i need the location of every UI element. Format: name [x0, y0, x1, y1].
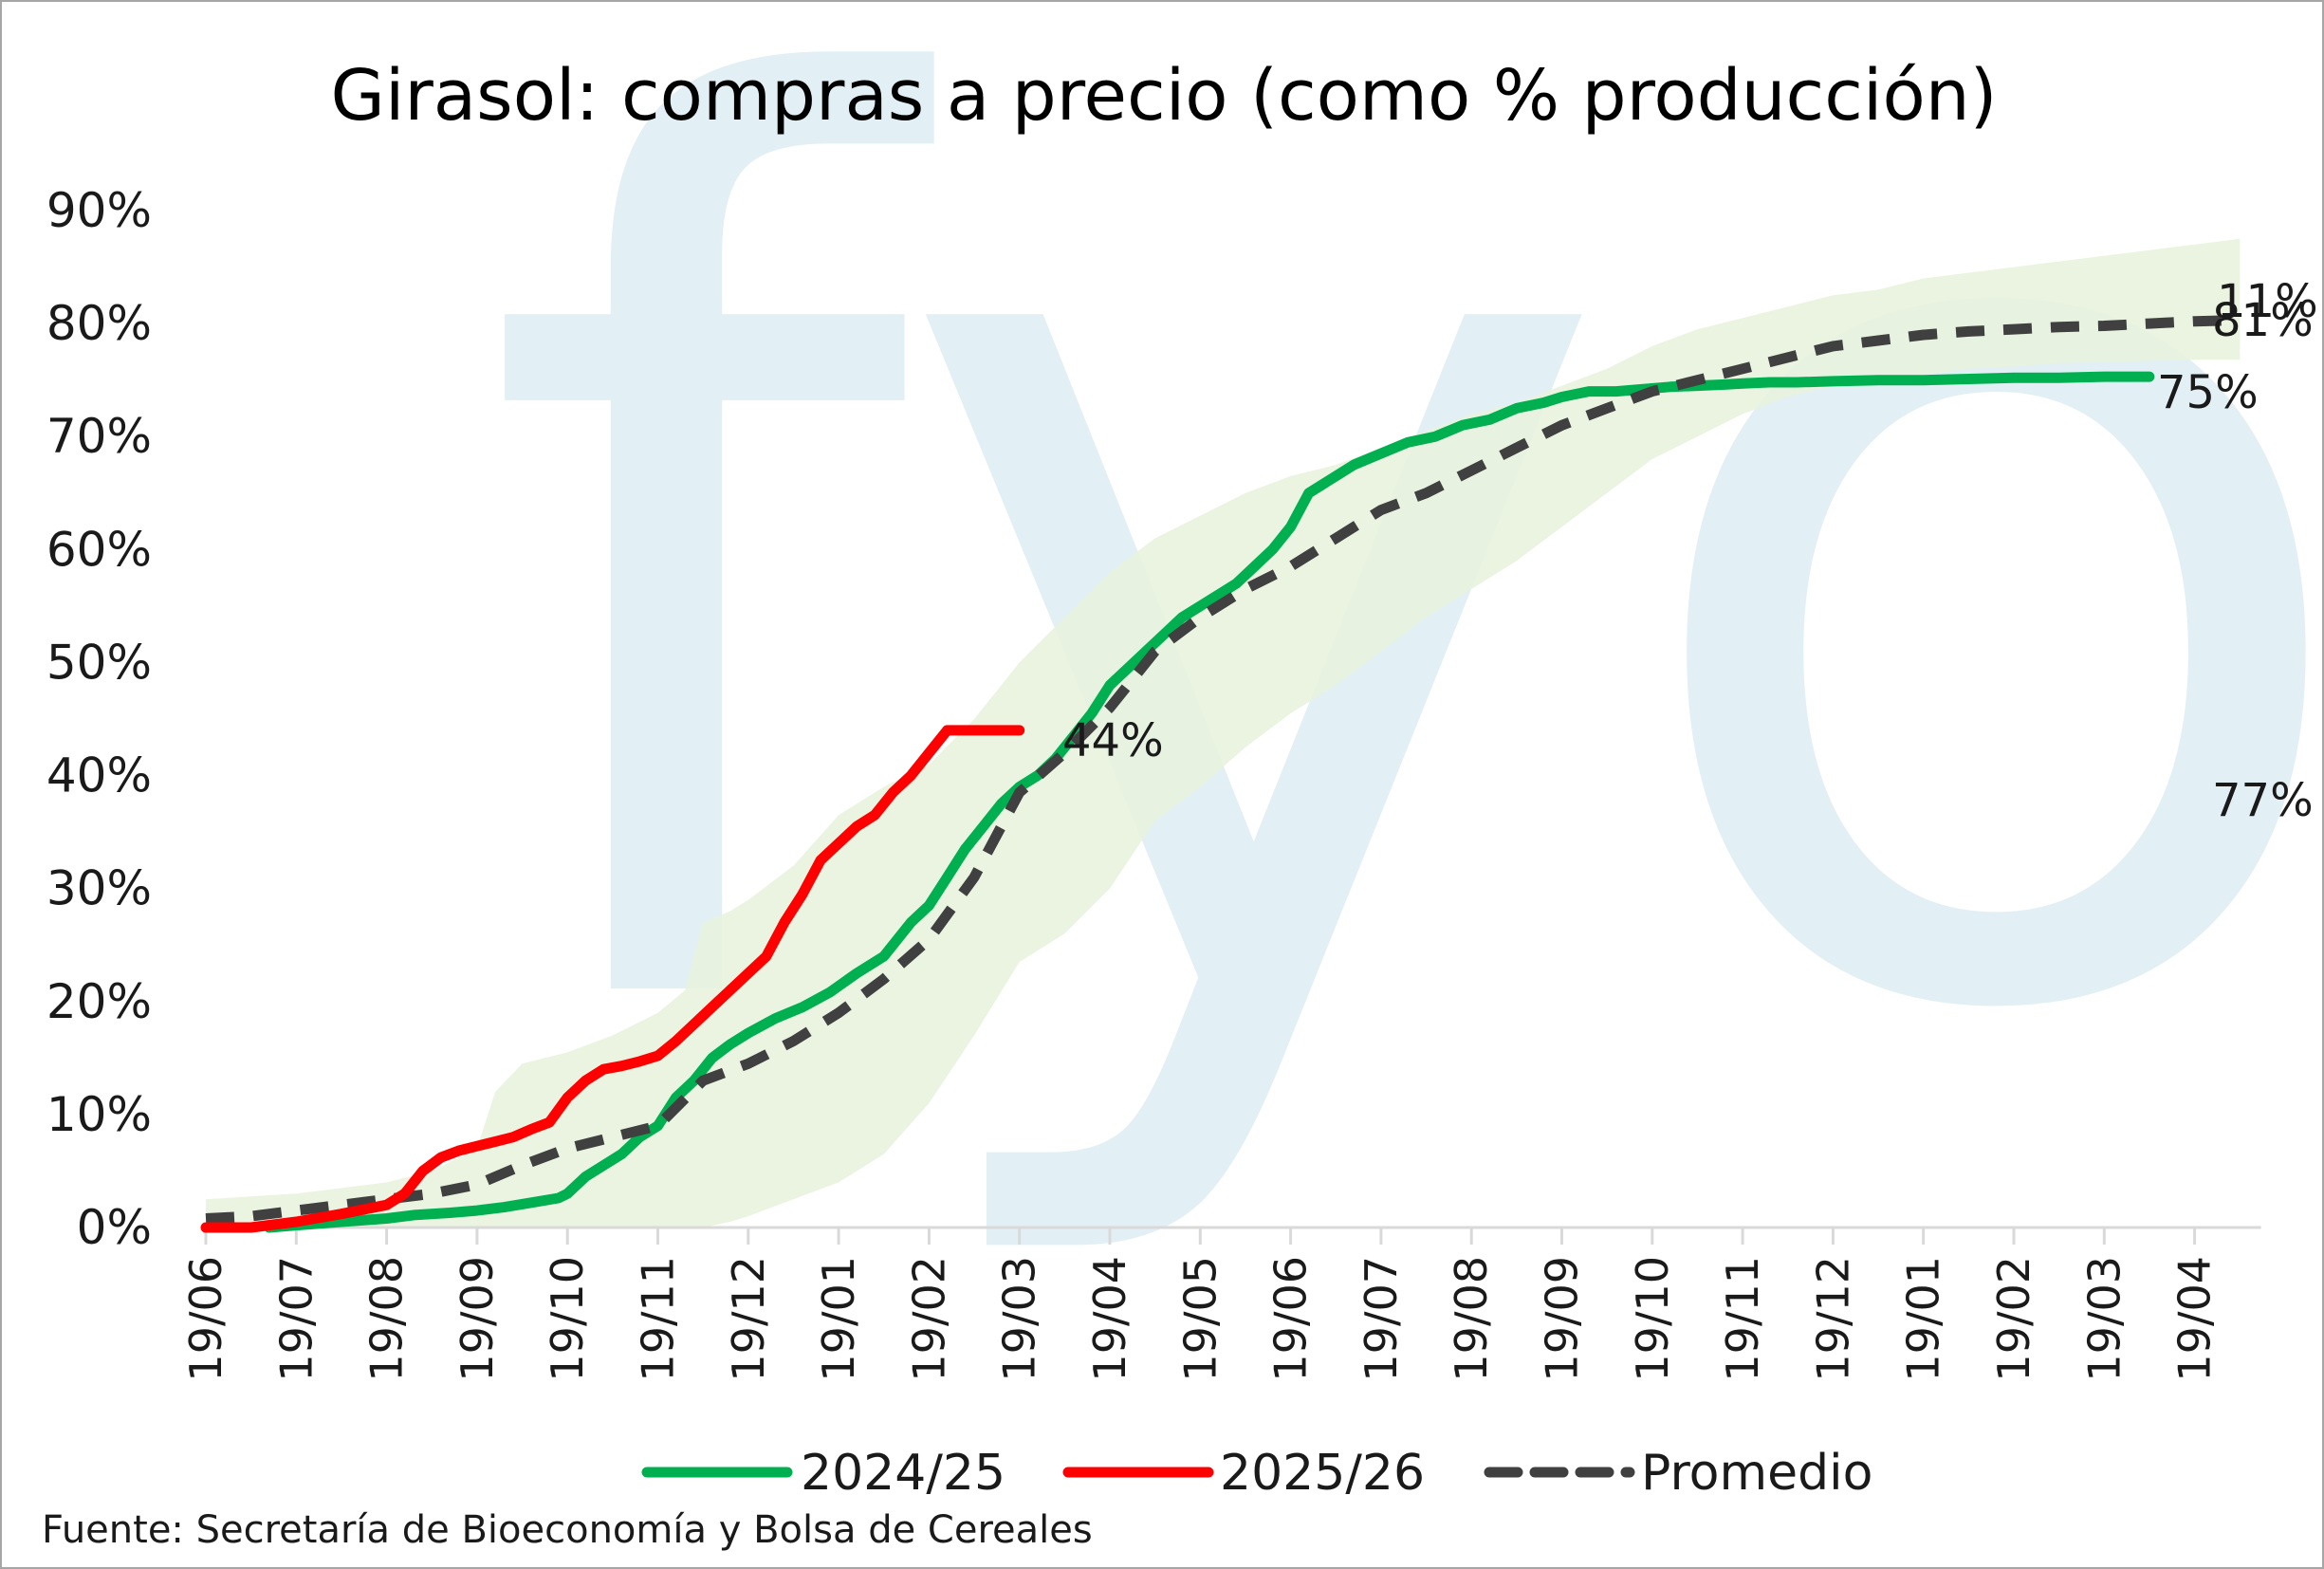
x-tick-label: 19/02 [1988, 1256, 2039, 1382]
x-tick-label: 19/04 [1084, 1256, 1135, 1382]
y-tick-label: 90% [46, 183, 152, 238]
data-label-band-top: 11% [2217, 275, 2318, 328]
x-tick-label: 19/12 [1807, 1256, 1858, 1382]
x-tick-label: 19/03 [2078, 1256, 2130, 1382]
x-tick-label: 19/09 [1537, 1256, 1588, 1382]
y-tick-label: 0% [77, 1200, 152, 1255]
legend-label-promedio: Promedio [1641, 1445, 1872, 1502]
x-tick-label: 19/08 [1446, 1256, 1497, 1382]
data-label-2025-26-end: 44% [1062, 714, 1164, 767]
data-label-2024-25-end: 75% [2157, 366, 2259, 419]
x-tick-label: 19/04 [2169, 1256, 2221, 1382]
x-tick-label: 19/10 [1627, 1256, 1678, 1382]
x-tick-label: 19/01 [1898, 1256, 1949, 1382]
x-tick-label: 19/05 [1174, 1256, 1226, 1382]
x-tick-label: 19/03 [994, 1256, 1045, 1382]
y-tick-label: 20% [46, 974, 152, 1029]
y-tick-label: 80% [46, 296, 152, 351]
range-band [206, 238, 2241, 1228]
x-tick-label: 19/06 [180, 1256, 231, 1382]
x-tick-label: 19/09 [452, 1256, 503, 1382]
x-tick-label: 19/02 [903, 1256, 954, 1382]
y-tick-label: 30% [46, 861, 152, 916]
y-tick-label: 60% [46, 522, 152, 577]
data-label-promedio-end: 81% [2212, 294, 2314, 347]
series-line-2025-26 [200, 725, 1025, 1233]
y-tick-label: 50% [46, 635, 152, 690]
x-tick-label: 19/01 [813, 1256, 864, 1382]
x-tick-label: 19/07 [270, 1256, 322, 1382]
x-tick-label: 19/12 [723, 1256, 774, 1382]
x-tick-label: 19/06 [1265, 1256, 1317, 1382]
legend-label-2024-25: 2024/25 [801, 1445, 1005, 1502]
data-label-band-lower: 77% [2212, 774, 2314, 827]
x-tick-label: 19/07 [1356, 1256, 1407, 1382]
y-tick-label: 70% [46, 409, 152, 464]
x-tick-label: 19/10 [542, 1256, 593, 1382]
y-tick-label: 40% [46, 748, 152, 803]
x-tick-label: 19/11 [1717, 1256, 1768, 1382]
series-line-promedio [205, 315, 2241, 1224]
source-note: Fuente: Secretaría de Bioeconomía y Bols… [42, 1508, 1093, 1552]
y-tick-label: 10% [46, 1087, 152, 1142]
legend-label-2025-26: 2025/26 [1220, 1445, 1425, 1502]
chart-title: Girasol: compras a precio (como % produc… [330, 55, 1997, 137]
x-tick-label: 19/11 [633, 1256, 684, 1382]
legend: 2024/25 2025/26 Promedio [641, 1445, 1872, 1502]
x-tick-label: 19/08 [361, 1256, 413, 1382]
